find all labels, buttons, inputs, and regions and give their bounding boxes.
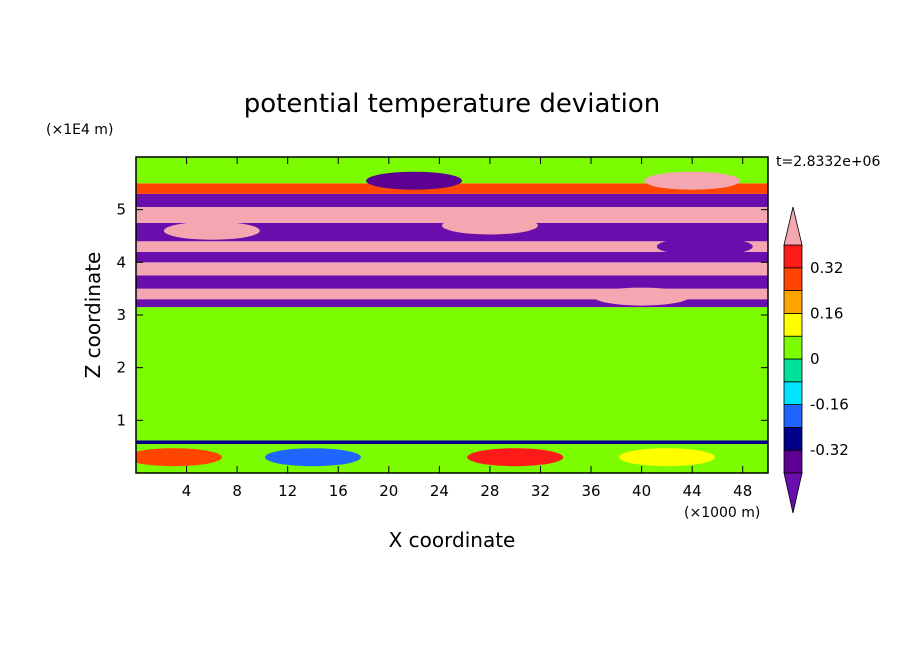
contour-band	[136, 241, 768, 252]
y-axis-label: Z coordinate	[81, 252, 105, 379]
y-tick-label: 1	[116, 411, 126, 429]
colorbar-tick-label: -0.16	[810, 396, 849, 414]
x-tick-label: 40	[632, 482, 651, 500]
contour-feature	[441, 216, 538, 235]
contour-band	[136, 275, 768, 289]
x-axis-label: X coordinate	[389, 528, 516, 552]
colorbar-bin	[783, 426, 803, 451]
colorbar: 0.32 0.16 0 -0.16 -0.32	[783, 206, 849, 514]
x-tick-label: 36	[581, 482, 600, 500]
contour-band	[136, 251, 768, 263]
contour-band	[136, 207, 768, 223]
contour-feature	[467, 448, 564, 467]
colorbar-bin	[783, 404, 803, 428]
contour-feature	[644, 171, 741, 190]
colorbar-bin	[783, 449, 803, 474]
y-axis-unit: (×1E4 m)	[46, 122, 113, 138]
x-tick-label: 28	[480, 482, 499, 500]
y-tick-label: 4	[116, 253, 126, 271]
y-tick-label: 3	[116, 306, 126, 324]
contour-band	[136, 299, 768, 308]
colorbar-tick-label: 0.32	[810, 259, 843, 277]
x-tick-label: 24	[430, 482, 449, 500]
colorbar-bin	[783, 312, 803, 337]
colorbar-bin	[783, 290, 803, 314]
colorbar-bin	[783, 244, 803, 269]
colorbar-extend-high	[783, 206, 803, 246]
contour-feature	[366, 171, 463, 190]
x-tick-label: 12	[278, 482, 297, 500]
x-tick-label: 4	[182, 482, 192, 500]
plot-area	[136, 157, 768, 473]
colorbar-bin	[783, 358, 803, 383]
x-tick-label: 16	[329, 482, 348, 500]
colorbar-tick-label: 0	[810, 350, 820, 368]
contour-feature	[593, 287, 690, 306]
x-tick-label: 20	[379, 482, 398, 500]
contour-feature	[264, 448, 361, 467]
colorbar-extend-low	[783, 472, 803, 514]
contour-band	[136, 288, 768, 300]
x-tick-label: 48	[733, 482, 752, 500]
y-tick-label: 2	[116, 359, 126, 377]
chart-title: potential temperature deviation	[244, 89, 660, 119]
x-tick-label: 32	[531, 482, 550, 500]
contour-feature	[656, 237, 753, 256]
colorbar-tick-label: -0.32	[810, 441, 849, 459]
contour-band	[136, 183, 768, 194]
colorbar-bin	[783, 267, 803, 291]
colorbar-bin	[783, 381, 803, 405]
contour-band	[136, 440, 768, 445]
x-tick-label: 8	[232, 482, 242, 500]
x-axis-unit: (×1000 m)	[684, 505, 760, 521]
y-tick-label: 5	[116, 201, 126, 219]
colorbar-tick-label: 0.16	[810, 304, 843, 322]
contour-band	[136, 307, 768, 441]
contour-band	[136, 193, 768, 208]
x-tick-label: 44	[683, 482, 702, 500]
colorbar-bin	[783, 335, 803, 360]
contour-feature	[618, 448, 715, 467]
time-label: t=2.8332e+06	[776, 154, 880, 170]
contour-band	[136, 222, 768, 242]
contour-band	[136, 262, 768, 276]
contour-feature	[163, 221, 260, 240]
contour-feature	[136, 448, 222, 467]
